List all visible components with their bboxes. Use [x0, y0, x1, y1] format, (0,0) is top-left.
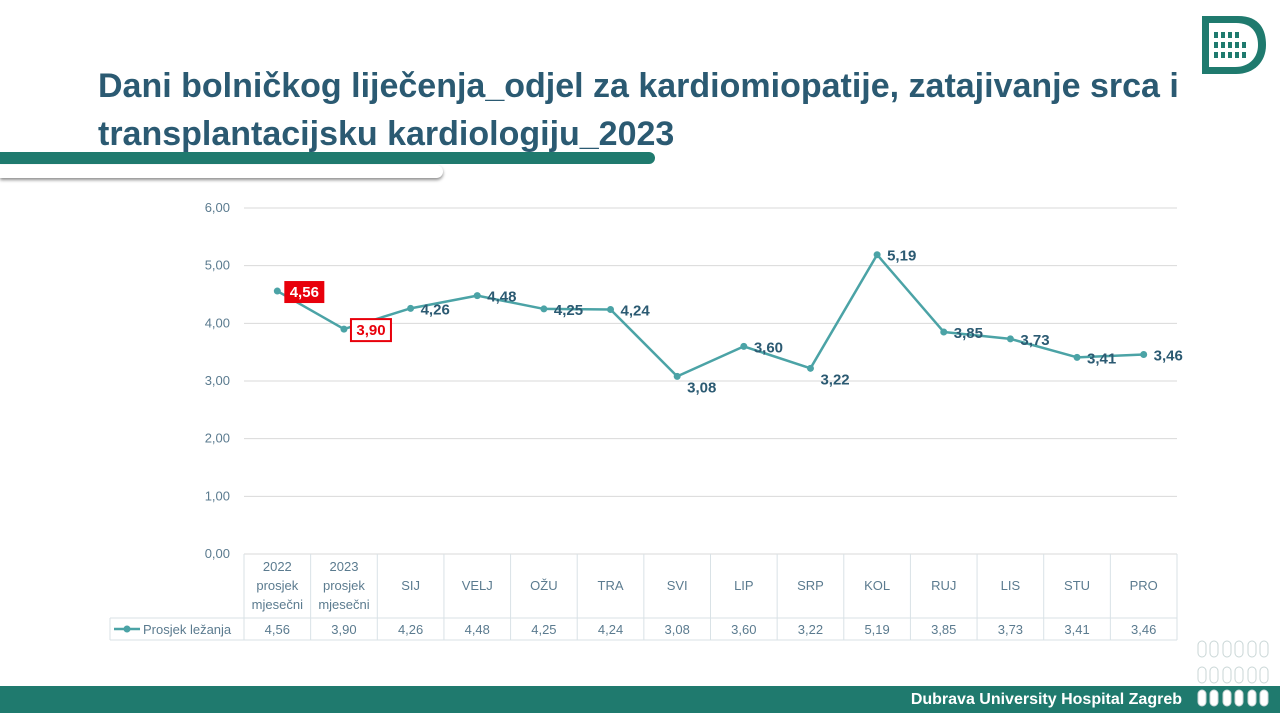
x-tick-label: SIJ [401, 578, 420, 593]
x-tick-label: 2023 [330, 559, 359, 574]
x-tick-label: 2022 [263, 559, 292, 574]
x-tick-label: SRP [797, 578, 824, 593]
data-point [673, 372, 681, 380]
table-value: 3,60 [731, 622, 756, 637]
data-label: 3,60 [754, 339, 783, 356]
x-tick-label: VELJ [462, 578, 493, 593]
table-value: 4,26 [398, 622, 423, 637]
x-tick-label: mjesečni [252, 597, 303, 612]
x-tick-label: prosjek [323, 578, 365, 593]
table-value: 3,73 [998, 622, 1023, 637]
data-label: 3,08 [687, 379, 716, 396]
data-point [873, 251, 881, 259]
footer-bar: Dubrava University Hospital Zagreb [0, 686, 1280, 713]
legend-marker [123, 625, 131, 633]
table-value: 5,19 [864, 622, 889, 637]
x-tick-label: mjesečni [318, 597, 369, 612]
table-value: 3,90 [331, 622, 356, 637]
y-tick-label: 6,00 [205, 200, 230, 215]
x-tick-label: LIS [1001, 578, 1021, 593]
data-label: 3,46 [1154, 347, 1183, 364]
x-tick-label: TRA [598, 578, 624, 593]
table-value: 3,46 [1131, 622, 1156, 637]
data-point [806, 364, 814, 372]
data-label: 4,25 [554, 302, 583, 319]
data-point [540, 305, 548, 313]
table-value: 3,08 [665, 622, 690, 637]
table-value: 3,41 [1064, 622, 1089, 637]
data-label: 4,56 [290, 284, 319, 301]
y-tick-label: 4,00 [205, 315, 230, 330]
data-point [1140, 350, 1148, 358]
y-tick-label: 1,00 [205, 488, 230, 503]
table-value: 4,56 [265, 622, 290, 637]
data-point [940, 328, 948, 336]
data-label: 4,26 [421, 301, 450, 318]
data-label: 3,22 [820, 371, 849, 388]
data-label: 3,85 [954, 325, 983, 342]
table-value: 4,24 [598, 622, 623, 637]
x-tick-label: prosjek [256, 578, 298, 593]
data-label: 5,19 [887, 248, 916, 265]
data-point [607, 305, 615, 313]
table-value: 4,48 [465, 622, 490, 637]
data-label-highlight-box [349, 318, 392, 343]
pill-dots-icon [1197, 640, 1269, 707]
x-tick-label: LIP [734, 578, 754, 593]
x-tick-label: STU [1064, 578, 1090, 593]
x-tick-label: KOL [864, 578, 890, 593]
x-tick-label: RUJ [931, 578, 956, 593]
data-point [273, 287, 281, 295]
data-point [1073, 353, 1081, 361]
footer-hospital-name: Dubrava University Hospital Zagreb [910, 691, 1182, 708]
legend-series-name: Prosjek ležanja [143, 622, 232, 637]
title-underline-bar [0, 152, 655, 164]
x-tick-label: OŽU [530, 578, 557, 593]
y-tick-label: 3,00 [205, 373, 230, 388]
y-tick-label: 2,00 [205, 431, 230, 446]
title-shadow-bar [0, 165, 443, 178]
data-label: 3,41 [1087, 350, 1116, 367]
series-line [276, 253, 1144, 378]
y-tick-label: 5,00 [205, 258, 230, 273]
data-label: 3,90 [356, 322, 385, 339]
data-point [473, 292, 481, 300]
table-value: 3,85 [931, 622, 956, 637]
hospital-heart-logo-icon [1202, 16, 1266, 74]
data-label-highlight-box [284, 281, 325, 304]
data-label: 4,48 [487, 289, 516, 306]
data-point [740, 342, 748, 350]
table-value: 3,22 [798, 622, 823, 637]
y-tick-label: 0,00 [205, 546, 230, 561]
data-label: 3,73 [1020, 332, 1049, 349]
data-point [1006, 335, 1014, 343]
x-tick-label: SVI [667, 578, 688, 593]
data-point [407, 304, 415, 312]
data-label: 4,24 [621, 302, 651, 319]
table-value: 4,25 [531, 622, 556, 637]
page-title: Dani bolničkog liječenja_odjel za kardio… [98, 67, 1179, 153]
x-tick-label: PRO [1130, 578, 1158, 593]
data-point [340, 325, 348, 333]
